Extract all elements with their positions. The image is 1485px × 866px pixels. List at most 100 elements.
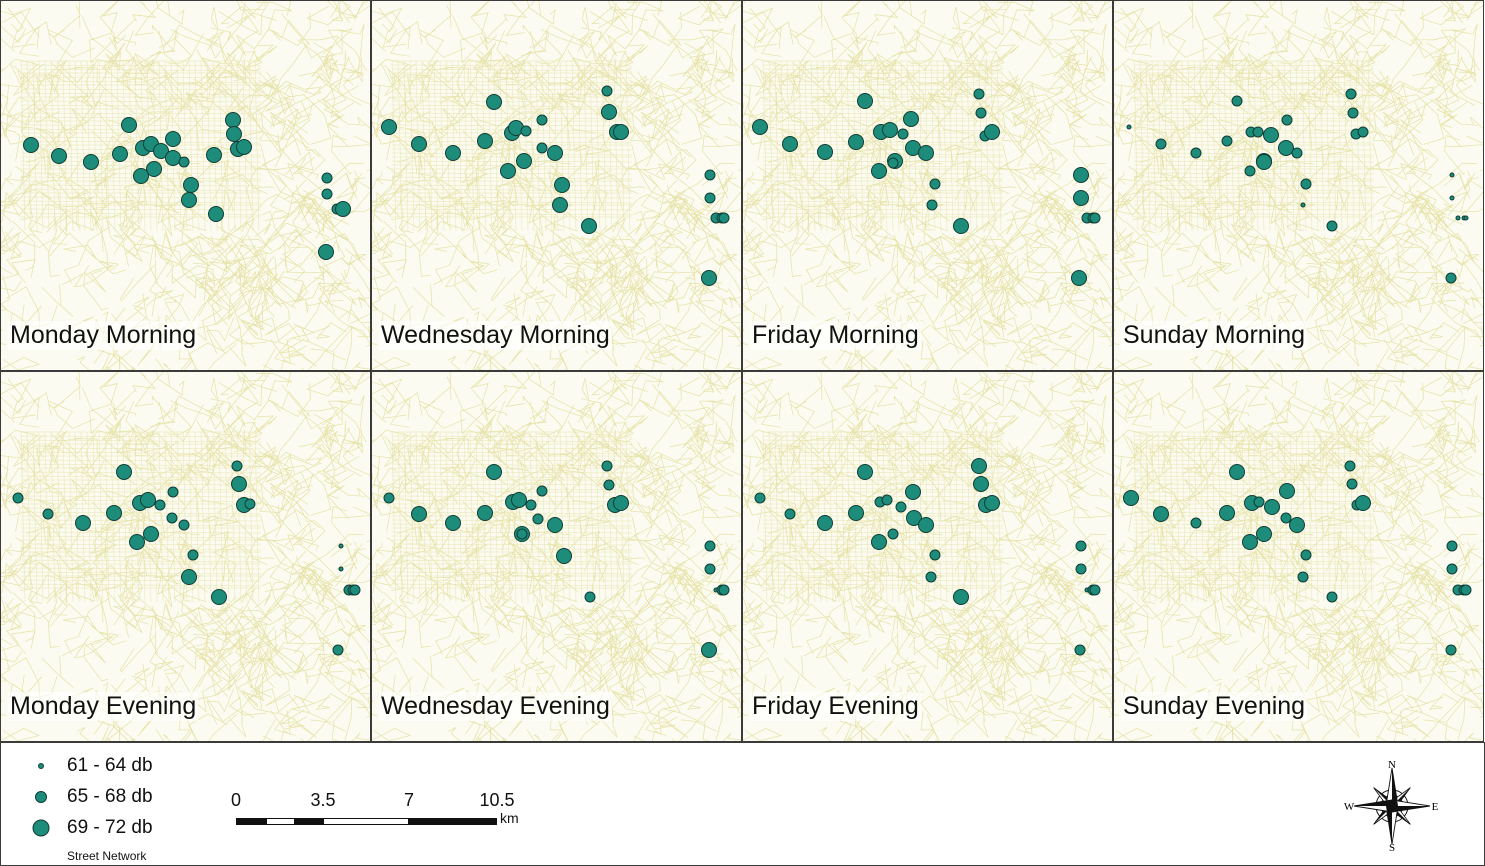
noise-station-marker	[1446, 540, 1458, 552]
noise-station-marker	[1073, 167, 1089, 183]
noise-station-marker	[12, 492, 24, 504]
urban-core-streets	[762, 60, 1004, 232]
noise-station-marker	[547, 517, 563, 533]
map-canvas	[1, 1, 370, 370]
noise-station-marker	[601, 104, 617, 120]
panel-label: Friday Evening	[750, 692, 921, 721]
noise-station-marker	[154, 499, 166, 511]
noise-station-marker	[1445, 272, 1457, 284]
street-network	[1114, 372, 1483, 741]
noise-station-marker	[984, 124, 1000, 140]
map-canvas	[743, 1, 1112, 370]
noise-station-marker	[321, 172, 333, 184]
noise-station-marker	[165, 150, 181, 166]
noise-station-marker	[129, 534, 145, 550]
noise-station-marker	[121, 117, 137, 133]
noise-station-marker	[895, 501, 907, 513]
legend-item-small: 61 - 64 db	[27, 753, 153, 779]
noise-station-marker	[318, 244, 334, 260]
noise-station-marker	[857, 93, 873, 109]
street-lines	[372, 1, 741, 370]
noise-station-marker	[1244, 165, 1256, 177]
noise-station-marker	[704, 563, 716, 575]
noise-station-marker	[411, 136, 427, 152]
scale-segment	[323, 818, 409, 825]
map-canvas	[1114, 1, 1483, 370]
noise-station-marker	[925, 571, 937, 583]
noise-station-marker	[1242, 534, 1258, 550]
scale-segment	[409, 818, 497, 825]
noise-station-marker	[181, 192, 197, 208]
noise-station-marker	[1463, 215, 1469, 221]
noise-station-marker	[153, 143, 169, 159]
noise-station-marker	[349, 584, 361, 596]
noise-station-marker	[226, 126, 242, 142]
map-panel: Sunday Evening	[1113, 371, 1484, 742]
noise-station-marker	[516, 153, 532, 169]
noise-station-marker	[552, 197, 568, 213]
noise-station-marker	[116, 464, 132, 480]
noise-station-marker	[165, 131, 181, 147]
scale-tick-3: 10.5	[479, 790, 515, 810]
panel-label: Friday Morning	[750, 321, 921, 350]
noise-station-marker	[167, 486, 179, 498]
legend-label-medium: 65 - 68 db	[67, 786, 153, 807]
noise-station-marker	[1229, 464, 1245, 480]
noise-station-marker	[1300, 549, 1312, 561]
legend-symbol-large	[27, 815, 55, 841]
noise-station-marker	[556, 548, 572, 564]
legend-label-large: 69 - 72 db	[67, 817, 153, 838]
noise-station-marker	[1300, 202, 1306, 208]
scale-bar: 0 3.5 7 10.5 km	[230, 790, 540, 840]
noise-station-marker	[1219, 505, 1235, 521]
map-panel: Monday Evening	[0, 371, 371, 742]
noise-station-marker	[704, 169, 716, 181]
legend-symbol-medium	[27, 784, 55, 810]
noise-station-marker	[1357, 126, 1369, 138]
noise-station-marker	[500, 163, 516, 179]
street-network-label: Street Network	[67, 849, 147, 863]
noise-station-marker	[1190, 517, 1202, 529]
noise-station-marker	[1153, 506, 1169, 522]
map-panel: Sunday Morning	[1113, 0, 1484, 371]
map-panel: Wednesday Evening	[371, 371, 742, 742]
map-panel: Friday Morning	[742, 0, 1113, 371]
scale-tick-1: 3.5	[310, 790, 336, 810]
noise-station-marker	[1075, 563, 1087, 575]
panel-label: Sunday Evening	[1121, 692, 1308, 721]
noise-station-marker	[601, 85, 613, 97]
noise-station-marker	[1073, 190, 1089, 206]
noise-station-marker	[718, 584, 730, 596]
noise-station-marker	[1089, 584, 1101, 596]
noise-station-marker	[782, 136, 798, 152]
noise-station-marker	[143, 526, 159, 542]
noise-station-marker	[381, 119, 397, 135]
noise-station-marker	[511, 492, 527, 508]
noise-station-marker	[208, 206, 224, 222]
scale-tick-0: 0	[230, 790, 242, 810]
noise-station-marker	[784, 508, 796, 520]
noise-station-marker	[520, 125, 532, 137]
noise-station-marker	[206, 147, 222, 163]
noise-station-marker	[1190, 147, 1202, 159]
panel-label: Wednesday Morning	[379, 321, 612, 350]
map-canvas	[372, 1, 741, 370]
noise-station-marker	[1280, 512, 1292, 524]
noise-station-marker	[178, 156, 190, 168]
noise-station-marker	[817, 515, 833, 531]
noise-station-marker	[1256, 154, 1272, 170]
legend-item-large: 69 - 72 db	[27, 815, 153, 841]
noise-station-marker	[584, 591, 596, 603]
noise-station-marker	[704, 540, 716, 552]
noise-station-marker	[146, 161, 162, 177]
noise-station-marker	[903, 111, 919, 127]
noise-station-marker	[1252, 126, 1264, 138]
street-lines	[1114, 1, 1483, 370]
noise-station-marker	[411, 506, 427, 522]
noise-station-marker	[887, 528, 899, 540]
noise-station-marker	[1326, 591, 1338, 603]
noise-station-marker	[953, 589, 969, 605]
noise-station-marker	[1446, 563, 1458, 575]
panel-label: Sunday Morning	[1121, 321, 1308, 350]
north-arrow-compass-icon: N S E W	[1344, 759, 1439, 854]
